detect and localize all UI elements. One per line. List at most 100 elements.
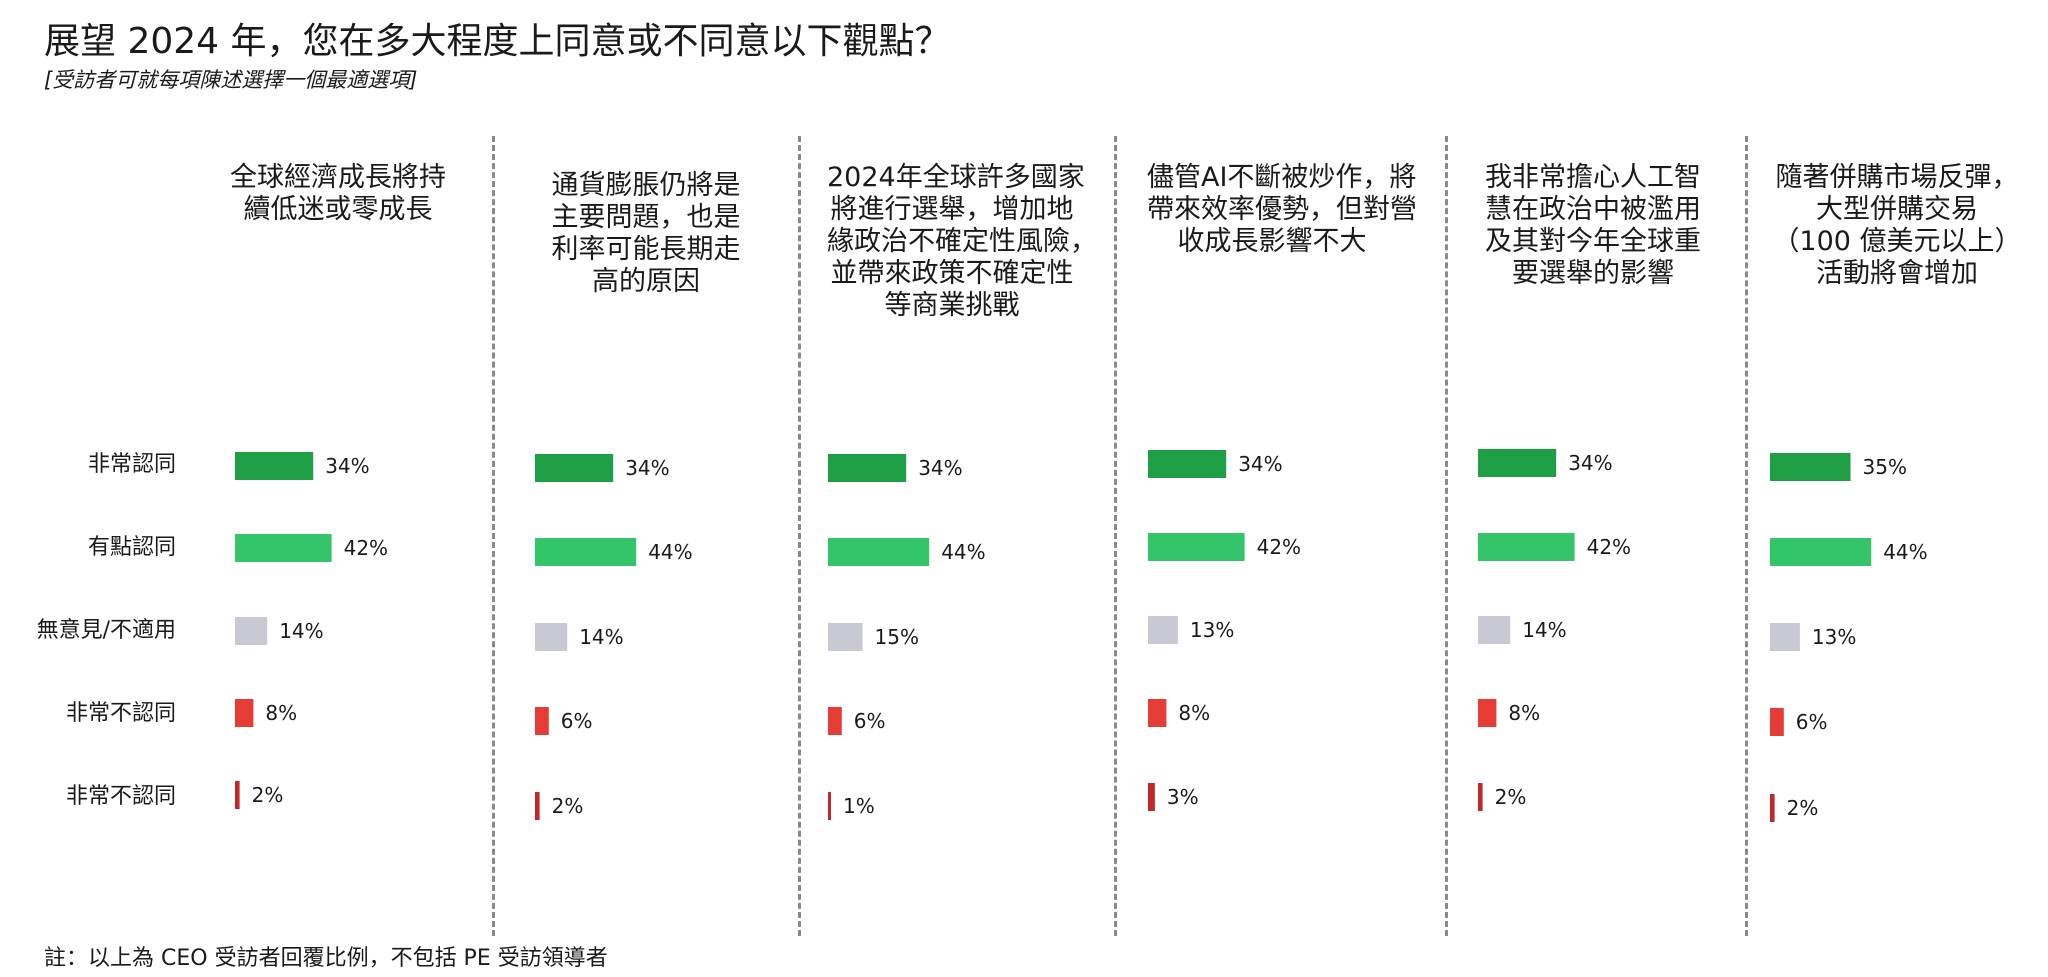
row-label-strongly-disagree: 非常不認同	[65, 701, 176, 726]
statement-heading-line: 並帶來政策不確定性	[830, 258, 1074, 289]
bar-strongly-disagree-statement-3	[828, 707, 842, 735]
bar-strongly-agree-statement-2	[535, 454, 614, 482]
value-label-strongly-agree-statement-3: 34%	[918, 456, 962, 480]
bar-strongly-disagree-2-statement-1	[235, 781, 240, 809]
value-label-strongly-disagree-2-statement-3: 1%	[843, 794, 875, 818]
bar-neutral-statement-3	[828, 623, 863, 651]
column-divider	[492, 136, 495, 936]
bar-strongly-agree-statement-5	[1478, 449, 1557, 477]
bar-neutral-statement-5	[1478, 616, 1511, 644]
statement-heading-line: 全球經濟成長將持	[230, 162, 446, 193]
statement-heading-line: 慧在政治中被濫用	[1485, 194, 1701, 225]
bar-strongly-disagree-2-statement-5	[1478, 783, 1483, 811]
statement-heading-3: 2024年全球許多國家 將進行選舉，增加地 緣政治不確定性風險， 並帶來政策不確…	[827, 162, 1097, 322]
footnote: 註：以上為 CEO 受訪者回覆比例，不包括 PE 受訪領導者	[44, 946, 608, 971]
bar-strongly-agree-statement-6	[1770, 453, 1851, 481]
column-divider	[798, 136, 801, 936]
statement-heading-line: 將進行選舉，增加地	[830, 194, 1074, 225]
value-label-strongly-agree-statement-2: 34%	[625, 456, 669, 480]
bar-strongly-disagree-statement-2	[535, 707, 549, 735]
statement-heading-1: 全球經濟成長將持 續低迷或零成長	[213, 162, 463, 226]
statement-heading-line: 要選舉的影響	[1512, 258, 1674, 289]
statement-heading-line: 我非常擔心人工智	[1485, 162, 1701, 193]
bar-strongly-disagree-2-statement-6	[1770, 794, 1775, 822]
bar-strongly-agree-statement-1	[235, 452, 314, 480]
value-label-somewhat-agree-statement-5: 42%	[1587, 535, 1631, 559]
value-label-strongly-disagree-statement-2: 6%	[561, 709, 593, 733]
row-label-neutral: 無意見/不適用	[36, 618, 176, 643]
statement-heading-line: 高的原因	[592, 266, 700, 297]
statement-heading-line: 大型併購交易	[1816, 194, 1978, 225]
row-label-strongly-disagree-2: 非常不認同	[65, 784, 176, 809]
value-label-neutral-statement-1: 14%	[279, 619, 323, 643]
bar-strongly-agree-statement-4	[1148, 450, 1227, 478]
value-label-neutral-statement-6: 13%	[1812, 625, 1856, 649]
value-label-neutral-statement-4: 13%	[1190, 618, 1234, 642]
bar-somewhat-agree-statement-6	[1770, 538, 1872, 566]
row-label-somewhat-agree: 有點認同	[87, 535, 176, 560]
value-label-neutral-statement-2: 14%	[579, 625, 623, 649]
value-label-strongly-disagree-statement-5: 8%	[1508, 701, 1540, 725]
value-label-somewhat-agree-statement-1: 42%	[344, 536, 388, 560]
bar-strongly-disagree-statement-4	[1148, 699, 1167, 727]
statement-heading-4: 儘管AI不斷被炒作，將 帶來效率優勢，但對營 收成長影響不大	[1147, 162, 1417, 258]
value-label-somewhat-agree-statement-2: 44%	[648, 540, 692, 564]
bar-neutral-statement-6	[1770, 623, 1800, 651]
statement-heading-line: 通貨膨脹仍將是	[551, 170, 741, 201]
value-label-somewhat-agree-statement-6: 44%	[1883, 540, 1927, 564]
statement-heading-line: 2024年全球許多國家	[827, 162, 1085, 193]
chart-title: 展望 2024 年，您在多大程度上同意或不同意以下觀點？	[44, 21, 951, 62]
value-label-strongly-agree-statement-6: 35%	[1863, 455, 1907, 479]
bar-neutral-statement-2	[535, 623, 568, 651]
value-label-strongly-agree-statement-1: 34%	[325, 454, 369, 478]
value-label-strongly-disagree-statement-3: 6%	[854, 709, 886, 733]
value-label-strongly-disagree-2-statement-2: 2%	[552, 794, 584, 818]
statement-heading-line: 主要問題，也是	[551, 202, 741, 233]
value-label-strongly-disagree-2-statement-1: 2%	[252, 783, 284, 807]
bar-strongly-disagree-2-statement-4	[1148, 783, 1155, 811]
statement-heading-line: 帶來效率優勢，但對營	[1147, 194, 1417, 225]
bar-somewhat-agree-statement-3	[828, 538, 930, 566]
statement-heading-2: 通貨膨脹仍將是 主要問題，也是 利率可能長期走 高的原因	[521, 170, 771, 298]
bar-somewhat-agree-statement-5	[1478, 533, 1575, 561]
value-label-strongly-disagree-statement-6: 6%	[1796, 710, 1828, 734]
value-label-somewhat-agree-statement-4: 42%	[1257, 535, 1301, 559]
statement-heading-line: 緣政治不確定性風險，	[827, 226, 1097, 257]
statement-heading-line: 儘管AI不斷被炒作，將	[1147, 162, 1417, 193]
statement-heading-6: 隨著併購市場反彈， 大型併購交易 （100 億美元以上） 活動將會增加	[1772, 162, 2022, 290]
value-label-strongly-agree-statement-5: 34%	[1568, 451, 1612, 475]
value-label-strongly-disagree-2-statement-5: 2%	[1495, 785, 1527, 809]
statement-heading-line: 續低迷或零成長	[243, 194, 433, 225]
statement-heading-line: 隨著併購市場反彈，	[1775, 162, 2019, 193]
column-divider	[1114, 136, 1117, 936]
value-label-strongly-disagree-2-statement-6: 2%	[1787, 796, 1819, 820]
column-divider	[1445, 136, 1448, 936]
bar-strongly-disagree-2-statement-3	[828, 792, 831, 820]
bar-somewhat-agree-statement-1	[235, 534, 332, 562]
bar-strongly-disagree-statement-5	[1478, 699, 1497, 727]
statement-heading-line: 收成長影響不大	[1177, 226, 1367, 257]
value-label-strongly-agree-statement-4: 34%	[1238, 452, 1282, 476]
value-label-strongly-disagree-statement-1: 8%	[265, 701, 297, 725]
bar-strongly-agree-statement-3	[828, 454, 907, 482]
bar-strongly-disagree-statement-1	[235, 699, 254, 727]
statement-heading-5: 我非常擔心人工智 慧在政治中被濫用 及其對今年全球重 要選舉的影響	[1468, 162, 1718, 290]
value-label-neutral-statement-3: 15%	[875, 625, 919, 649]
bar-somewhat-agree-statement-4	[1148, 533, 1245, 561]
statement-heading-line: 利率可能長期走	[551, 234, 741, 265]
statement-heading-line: 等商業挑戰	[884, 290, 1020, 321]
value-label-strongly-disagree-2-statement-4: 3%	[1167, 785, 1199, 809]
bar-strongly-disagree-statement-6	[1770, 708, 1784, 736]
bar-neutral-statement-1	[235, 617, 268, 645]
bar-neutral-statement-4	[1148, 616, 1178, 644]
value-label-neutral-statement-5: 14%	[1522, 618, 1566, 642]
chart-subtitle: [受訪者可就每項陳述選擇一個最適選項]	[44, 68, 418, 92]
statement-heading-line: 活動將會增加	[1816, 258, 1978, 289]
statement-heading-line: （100 億美元以上）	[1772, 226, 2022, 257]
column-divider	[1745, 136, 1748, 936]
bar-strongly-disagree-2-statement-2	[535, 792, 540, 820]
statement-heading-line: 及其對今年全球重	[1485, 226, 1701, 257]
row-label-strongly-agree: 非常認同	[87, 452, 176, 477]
value-label-somewhat-agree-statement-3: 44%	[941, 540, 985, 564]
